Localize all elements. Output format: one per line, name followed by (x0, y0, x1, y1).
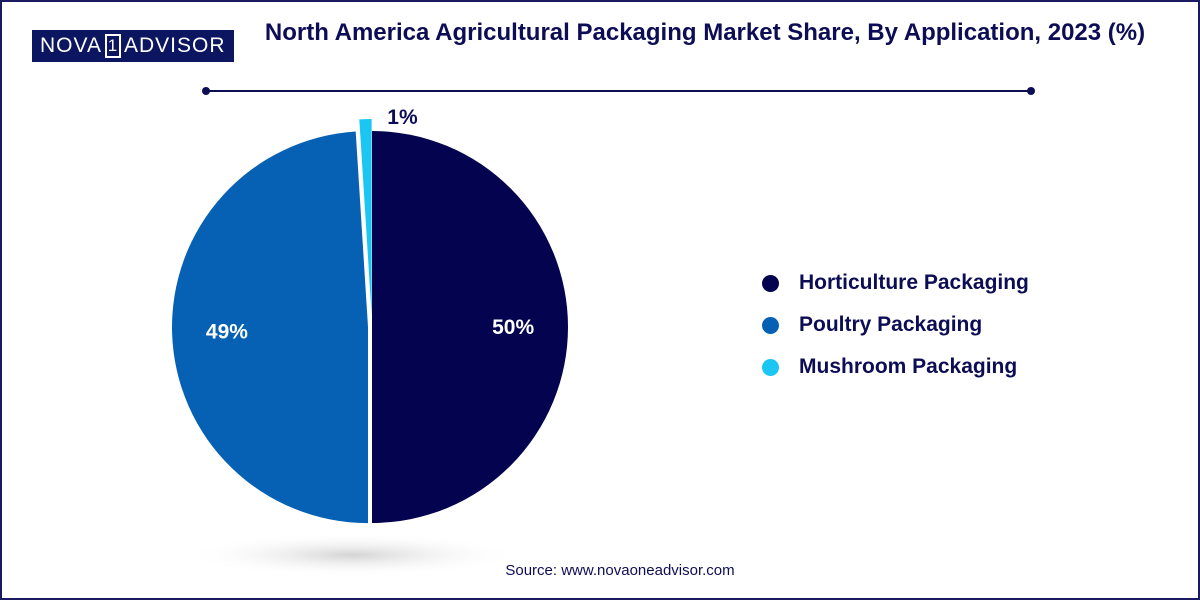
legend-swatch-horticulture-packaging (762, 274, 779, 292)
legend: Horticulture Packaging Poultry Packaging M… (762, 262, 1029, 388)
title-divider (202, 87, 1035, 95)
legend-item-horticulture-packaging: Horticulture Packaging (762, 262, 1029, 304)
pie-slice-poultry-packaging (172, 131, 369, 524)
brand-logo: NOVA 1 ADVISOR (32, 30, 234, 62)
legend-item-mushroom-packaging: Mushroom Packaging (762, 346, 1029, 388)
pie-labels: 50% 49% 1% (206, 106, 535, 343)
divider-left-dot (202, 87, 210, 95)
pie-shadow (182, 533, 522, 577)
legend-label-mushroom-packaging: Mushroom Packaging (799, 355, 1018, 378)
legend-item-poultry-packaging: Poultry Packaging (762, 304, 1029, 346)
pie-slice-mushroom-packaging (359, 119, 372, 316)
chart-title: North America Agricultural Packaging Mar… (264, 19, 1146, 46)
brand-name-part3: ADVISOR (123, 34, 226, 57)
data-label-horticulture-packaging: 50% (492, 316, 534, 339)
legend-label-horticulture-packaging: Horticulture Packaging (799, 271, 1029, 294)
brand-logo-box: NOVA 1 ADVISOR (32, 30, 234, 62)
pie-slice-horticulture-packaging (372, 131, 568, 523)
source-note: Source: www.novaoneadvisor.com (505, 562, 735, 579)
brand-name-part2: 1 (104, 34, 121, 58)
legend-swatch-mushroom-packaging (762, 358, 779, 376)
divider-right-dot (1027, 87, 1035, 95)
data-label-poultry-packaging: 49% (206, 321, 248, 344)
data-label-mushroom-packaging: 1% (387, 106, 418, 129)
legend-label-poultry-packaging: Poultry Packaging (799, 313, 983, 336)
pie-slices (172, 119, 568, 524)
brand-name-part1: NOVA (40, 34, 102, 57)
legend-swatch-poultry-packaging (762, 316, 779, 334)
